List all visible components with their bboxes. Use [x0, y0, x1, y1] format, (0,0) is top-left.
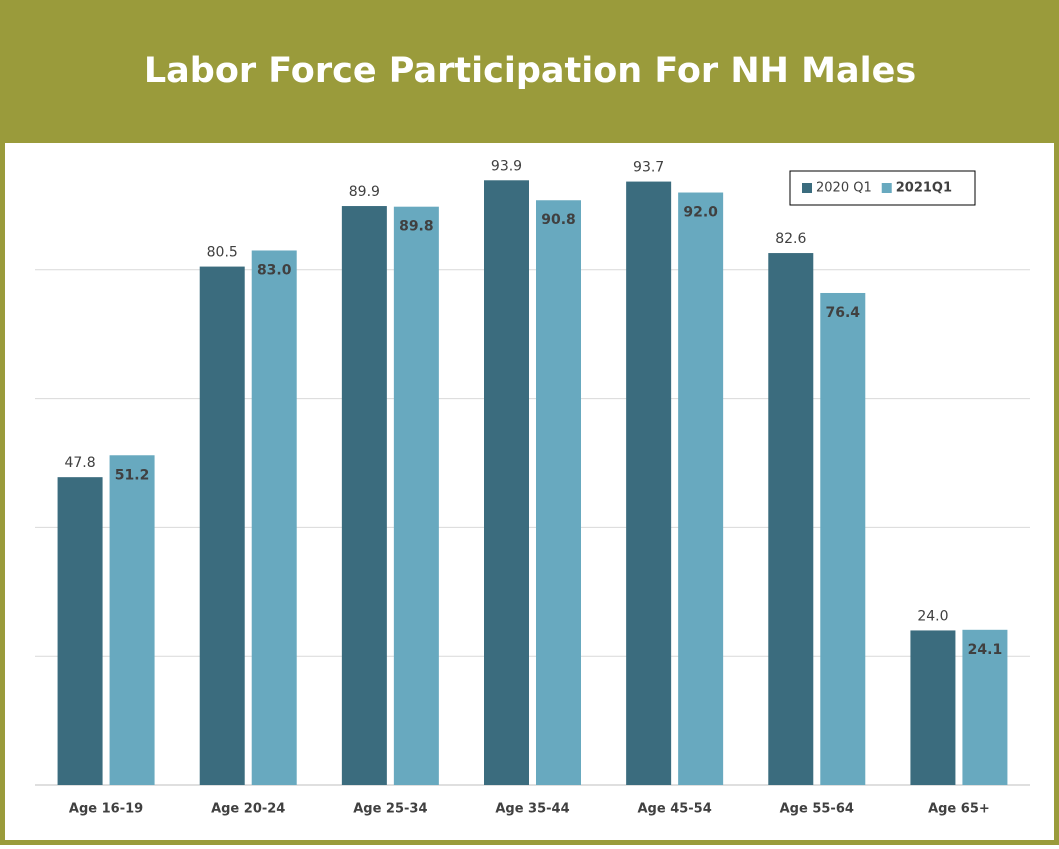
x-tick-label: Age 20-24 — [211, 802, 285, 817]
value-label: 92.0 — [683, 205, 718, 221]
bar — [536, 200, 581, 786]
x-tick-label: Age 55-64 — [780, 802, 854, 817]
value-label: 82.6 — [775, 231, 806, 247]
value-label: 83.0 — [257, 262, 292, 278]
bar — [199, 266, 245, 786]
value-label: 80.5 — [207, 245, 238, 261]
x-tick-label: Age 35-44 — [495, 802, 569, 817]
x-tick-label: Age 25-34 — [353, 802, 427, 817]
bar — [678, 192, 724, 785]
value-label: 24.0 — [917, 608, 948, 624]
bar — [768, 253, 814, 785]
bar — [57, 477, 103, 785]
bar — [341, 206, 387, 785]
x-tick-label: Age 65+ — [928, 802, 990, 817]
value-label: 89.9 — [349, 184, 380, 200]
bar — [962, 629, 1008, 785]
value-label: 93.9 — [491, 158, 522, 174]
value-label: 90.8 — [541, 212, 576, 228]
bar — [393, 206, 439, 786]
bar — [910, 630, 956, 785]
x-tick-label: Age 45-54 — [637, 802, 711, 817]
value-label: 93.7 — [633, 160, 664, 176]
bar — [484, 180, 529, 785]
value-label: 89.8 — [399, 219, 434, 235]
plot-panel — [5, 143, 1054, 840]
value-label: 51.2 — [115, 467, 150, 483]
bar — [820, 292, 866, 785]
legend-swatch — [802, 183, 812, 193]
legend-label: 2020 Q1 — [816, 181, 872, 196]
chart-title: Labor Force Participation For NH Males — [144, 51, 916, 91]
value-label: 47.8 — [64, 455, 95, 471]
legend-swatch — [881, 183, 892, 193]
value-label: 24.1 — [968, 642, 1003, 658]
legend-label: 2021Q1 — [896, 181, 952, 196]
bar — [109, 455, 155, 785]
value-label: 76.4 — [826, 305, 861, 321]
x-tick-label: Age 16-19 — [69, 802, 143, 817]
bar — [626, 181, 672, 785]
bar — [251, 250, 297, 786]
